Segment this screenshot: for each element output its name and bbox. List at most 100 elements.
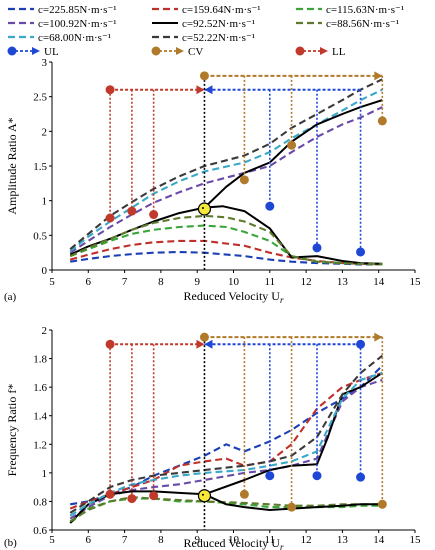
legend-label-3: c=100.92N·m·s⁻¹ — [38, 18, 117, 30]
y-tick-label-2: 1 — [42, 468, 48, 480]
x-tick-label-7: 12 — [301, 276, 312, 288]
point-UL-1 — [312, 243, 322, 253]
series-line-1 — [69, 239, 383, 266]
series-line-3 — [69, 106, 383, 254]
series-line-6 — [69, 371, 383, 517]
point-LL-2 — [127, 206, 137, 216]
point-CV-3 — [377, 116, 387, 126]
y-tick-label-5: 2.5 — [33, 92, 47, 104]
y-tick-label-0: 0 — [42, 265, 48, 277]
series-line-2 — [69, 224, 383, 266]
y-axis-label: Amplitude Ratio A* — [5, 117, 19, 214]
y-tick-label-1: 0.8 — [33, 496, 47, 508]
legend-label-0: c=225.85N·m·s⁻¹ — [38, 4, 117, 16]
x-tick-label-9: 14 — [373, 534, 385, 546]
y-tick-label-5: 1.6 — [33, 382, 47, 394]
legend-marker-label-1: CV — [188, 46, 203, 58]
y-tick-label-2: 1 — [42, 196, 48, 208]
point-yellow-dot — [201, 206, 204, 209]
panel-b: 5 6 7 8 9 10 11 12 13 14 15 0.6 0.8 1 1.2 1.4 1.6 1.8 2 Red… — [4, 325, 421, 550]
legend-marker-arrow-2 — [320, 47, 328, 55]
y-tick-label-0: 0.6 — [33, 525, 47, 537]
point-UL-0 — [265, 201, 275, 211]
point-LL-0 — [105, 339, 115, 349]
legend-marker-dot-1 — [151, 46, 161, 56]
x-tick-label-4: 9 — [194, 276, 200, 288]
series-line-0 — [70, 364, 384, 506]
series-line-8 — [203, 99, 383, 209]
series-line-5 — [69, 496, 383, 523]
legend-label-6: c=68.00N·m·s⁻¹ — [38, 32, 111, 44]
panel-a: 5 6 7 8 9 10 11 12 13 14 15 0 0.5 1 1.5 2 2.5 3 Reduced Ve… — [4, 57, 421, 305]
y-tick-label-4: 2 — [42, 126, 48, 138]
x-tick-label-3: 8 — [158, 534, 164, 546]
series-line-6 — [69, 88, 383, 253]
x-axis-label-main: Reduced Velocity U — [184, 536, 281, 550]
series-line-4 — [69, 205, 383, 265]
legend-marker-label-2: LL — [332, 46, 346, 58]
series-line-4 — [69, 372, 383, 524]
x-tick-label-8: 13 — [337, 534, 349, 546]
arrow-head-CV — [374, 332, 383, 342]
legend-label-1: c=159.64N·m·s⁻¹ — [182, 4, 261, 16]
arrow-head-UL — [204, 85, 213, 95]
x-axis-label-main: Reduced Velocity U — [184, 289, 281, 303]
point-CV-2 — [287, 140, 297, 150]
legend: c=225.85N·m·s⁻¹ c=159.64N·m·s⁻¹ c=115.63N·… — [7, 4, 404, 58]
x-tick-label-8: 13 — [337, 276, 349, 288]
series-line-3 — [69, 379, 383, 520]
point-yellow — [197, 489, 212, 503]
point-UL-3 — [356, 339, 366, 349]
y-tick-label-3: 1.5 — [33, 161, 47, 173]
point-LL-1 — [105, 489, 115, 499]
point-UL-2 — [356, 247, 366, 257]
legend-marker-dot-0 — [7, 46, 17, 56]
legend-label-5: c=88.56N·m·s⁻¹ — [326, 18, 399, 30]
x-tick-label-6: 11 — [265, 276, 276, 288]
x-tick-label-2: 7 — [122, 276, 128, 288]
y-tick-label-7: 2 — [42, 325, 48, 337]
point-CV-0 — [199, 71, 209, 81]
point-LL-1 — [105, 213, 115, 223]
x-tick-label-5: 10 — [228, 534, 240, 546]
point-UL-1 — [312, 471, 322, 481]
x-tick-label-0: 5 — [49, 534, 55, 546]
x-axis-label: Reduced Velocity Ur — [184, 536, 284, 550]
x-tick-label-9: 14 — [373, 276, 385, 288]
panel-label: (a) — [4, 291, 17, 303]
point-LL-3 — [149, 491, 159, 501]
legend-label-2: c=115.63N·m·s⁻¹ — [326, 4, 404, 16]
x-tick-label-1: 6 — [86, 534, 92, 546]
x-tick-label-6: 11 — [265, 534, 276, 546]
y-tick-label-6: 3 — [42, 57, 48, 69]
x-tick-label-1: 6 — [86, 276, 92, 288]
x-axis-label: Reduced Velocity Ur — [184, 289, 284, 305]
x-tick-label-7: 12 — [301, 534, 312, 546]
legend-marker-arrow-1 — [176, 47, 184, 55]
legend-marker-label-0: UL — [44, 46, 59, 58]
point-yellow-dot — [201, 493, 204, 496]
point-CV-0 — [199, 332, 209, 342]
point-LL-0 — [105, 85, 115, 95]
series-line-1 — [69, 371, 383, 510]
x-tick-label-5: 10 — [228, 276, 240, 288]
x-tick-label-4: 9 — [194, 534, 200, 546]
x-tick-label-3: 8 — [158, 276, 164, 288]
x-axis-label-sub: r — [280, 295, 284, 305]
panel-label: (b) — [4, 537, 17, 549]
point-UL-2 — [356, 472, 366, 482]
point-UL-0 — [265, 471, 275, 481]
y-tick-label-3: 1.2 — [33, 439, 47, 451]
arrow-head-CV — [374, 71, 383, 81]
point-yellow — [197, 202, 212, 216]
x-tick-label-2: 7 — [122, 534, 128, 546]
x-tick-label-0: 5 — [49, 276, 55, 288]
series-line-7 — [69, 78, 383, 251]
y-tick-label-6: 1.8 — [33, 354, 47, 366]
legend-label-4: c=92.52N·m·s⁻¹ — [182, 18, 255, 30]
series-line-2 — [69, 497, 383, 524]
legend-marker-arrow-0 — [32, 47, 40, 55]
arrow-head-LL — [196, 339, 205, 349]
point-CV-3 — [377, 499, 387, 509]
